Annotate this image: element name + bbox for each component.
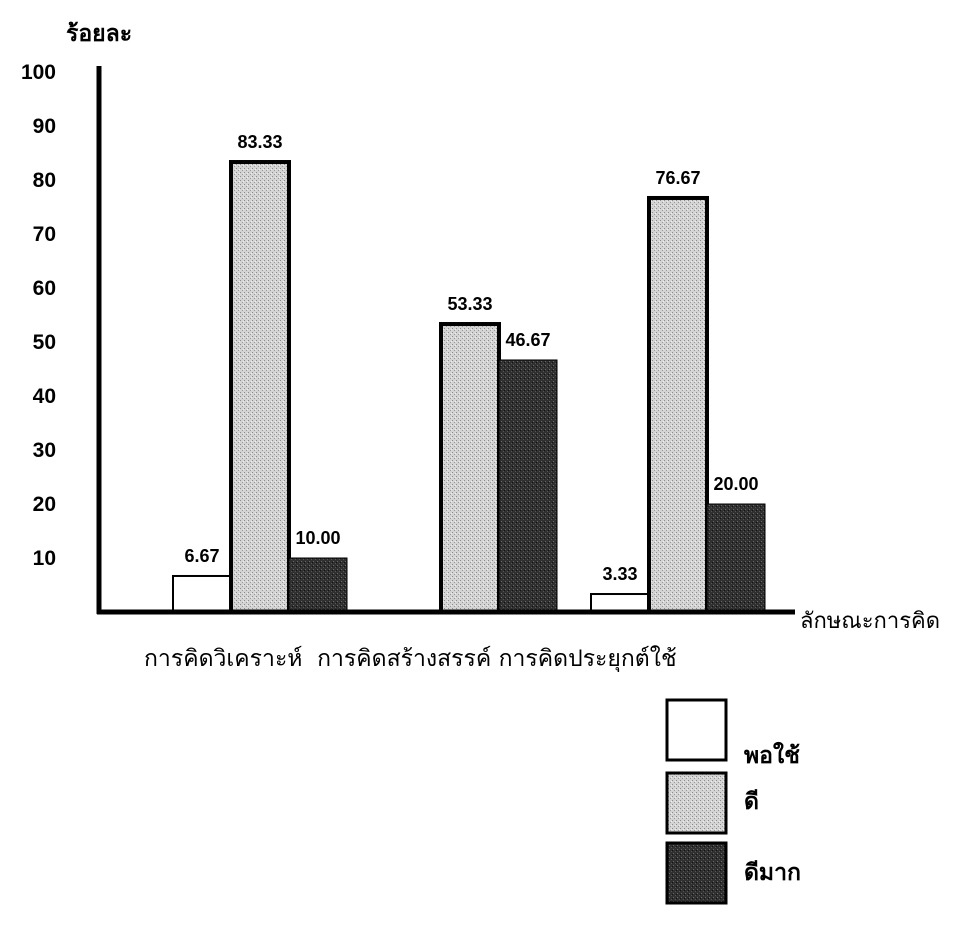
- legend-label-very-good: ดีมาก: [744, 860, 801, 886]
- y-axis-label: ร้อยละ: [66, 21, 132, 47]
- category-labels: การคิดวิเคราะห์ การคิดสร้างสรรค์ การคิดป…: [144, 645, 677, 672]
- legend-label-good: ดี: [744, 789, 759, 815]
- bar-very-good-1: [288, 557, 348, 613]
- bar-fair-1: [172, 574, 232, 613]
- data-label-good-3: 76.67: [655, 168, 700, 188]
- y-tick-label: 90: [33, 115, 56, 138]
- y-tick-label: 10: [33, 547, 56, 570]
- bar-very-good-3: [706, 503, 766, 613]
- y-tick-label: 20: [33, 493, 56, 516]
- legend-swatch-very-good: [665, 841, 728, 905]
- bar-good-3: [647, 195, 709, 614]
- y-tick-labels: 10 20 30 40 50 60 70 80 90 100: [21, 61, 56, 570]
- legend: พอใช้ดีดีมาก: [665, 698, 801, 905]
- y-tick-label: 40: [33, 385, 56, 408]
- data-label-good-1: 83.33: [237, 132, 282, 152]
- data-label-very-good-1: 10.00: [295, 528, 340, 548]
- data-labels: 6.67 83.33 10.00 53.33 46.67 3.33 76.67 20.00: [184, 132, 758, 584]
- data-label-very-good-2: 46.67: [505, 330, 550, 350]
- y-tick-label: 30: [33, 439, 56, 462]
- bar-very-good-2: [498, 359, 558, 613]
- x-axis-label: ลักษณะการคิด: [800, 609, 940, 634]
- legend-swatch-good: [665, 771, 728, 835]
- data-label-very-good-3: 20.00: [713, 474, 758, 494]
- data-label-fair-3: 3.33: [602, 564, 637, 584]
- data-label-good-2: 53.33: [447, 294, 492, 314]
- y-tick-label: 80: [33, 169, 56, 192]
- bar-good-2: [439, 322, 501, 614]
- y-tick-label: 60: [33, 277, 56, 300]
- data-label-fair-1: 6.67: [184, 546, 219, 566]
- legend-label-fair: พอใช้: [744, 741, 800, 769]
- y-tick-label: 50: [33, 331, 56, 354]
- y-tick-label: 100: [21, 61, 56, 84]
- bar-fair-3: [590, 593, 650, 614]
- bars: [172, 160, 766, 614]
- bar-good-1: [229, 160, 291, 614]
- legend-swatch-fair: [665, 698, 728, 762]
- y-tick-label: 70: [33, 223, 56, 246]
